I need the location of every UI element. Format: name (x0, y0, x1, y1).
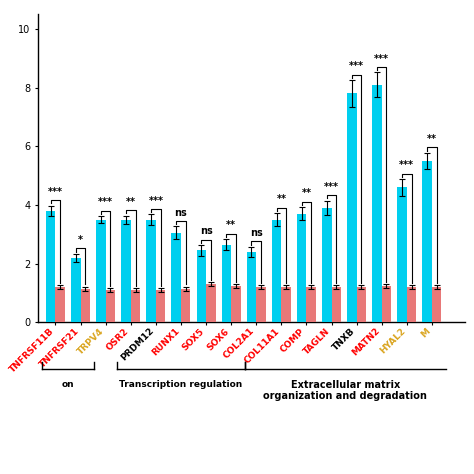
Bar (432, 287, 441, 322)
Bar (131, 290, 140, 322)
Bar (96, 219, 106, 322)
Text: ***: *** (98, 197, 113, 207)
Bar (197, 250, 206, 322)
Text: Extracellular matrix
organization and degradation: Extracellular matrix organization and de… (264, 380, 427, 401)
Text: on: on (62, 380, 74, 389)
Text: Transcription regulation: Transcription regulation (119, 380, 243, 389)
Bar (206, 284, 216, 322)
Bar (397, 187, 407, 322)
Text: ns: ns (174, 208, 187, 218)
Bar (272, 219, 282, 322)
Bar (121, 219, 131, 322)
Bar (372, 85, 382, 322)
Text: **: ** (427, 134, 437, 144)
Bar (181, 289, 191, 322)
Text: ***: *** (349, 62, 364, 72)
Text: **: ** (301, 189, 311, 199)
Bar (282, 287, 291, 322)
Bar (297, 214, 306, 322)
Text: *: * (78, 235, 83, 245)
Bar (422, 161, 432, 322)
Text: ***: *** (148, 196, 164, 206)
Bar (306, 287, 316, 322)
Text: ns: ns (200, 227, 212, 237)
Bar (322, 208, 331, 322)
Bar (146, 219, 156, 322)
Bar (172, 233, 181, 322)
Bar (382, 286, 391, 322)
Bar (71, 258, 81, 322)
Bar (231, 286, 241, 322)
Text: ***: *** (324, 182, 339, 192)
Bar (246, 252, 256, 322)
Bar (222, 245, 231, 322)
Bar (106, 290, 115, 322)
Bar (407, 287, 416, 322)
Text: ***: *** (48, 187, 63, 197)
Text: **: ** (126, 197, 136, 207)
Bar (356, 287, 366, 322)
Bar (55, 287, 65, 322)
Text: ***: *** (399, 160, 414, 170)
Bar (256, 287, 266, 322)
Text: ***: *** (374, 54, 389, 64)
Bar (46, 211, 55, 322)
Bar (331, 287, 341, 322)
Text: ns: ns (250, 228, 263, 238)
Text: **: ** (226, 220, 236, 230)
Bar (81, 289, 90, 322)
Bar (347, 93, 356, 322)
Bar (156, 290, 165, 322)
Text: **: ** (276, 194, 286, 204)
